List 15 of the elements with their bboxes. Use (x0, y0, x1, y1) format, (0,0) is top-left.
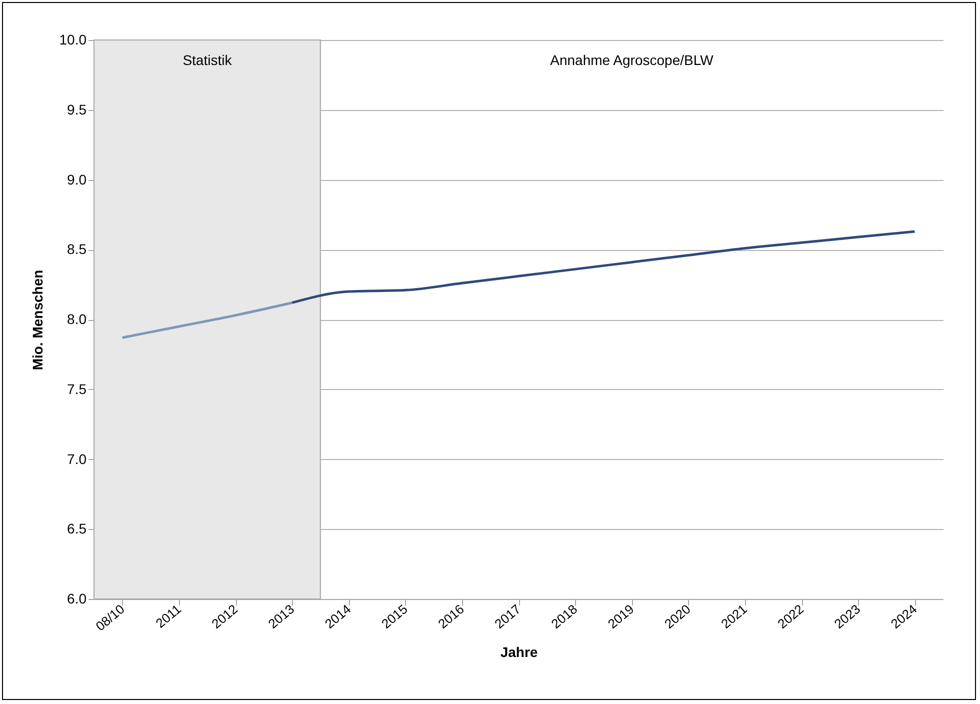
y-tick-label: 7.0 (67, 450, 87, 467)
y-tick-label: 8.5 (67, 241, 87, 258)
y-tick-label: 7.5 (67, 380, 87, 397)
y-tick-label: 10.0 (59, 32, 87, 48)
y-tick-label: 9.5 (67, 101, 87, 118)
y-tick-label: 6.5 (67, 520, 87, 537)
line-series (290, 230, 916, 304)
y-tick-label: 6.0 (67, 590, 87, 606)
line-series (121, 301, 294, 339)
y-axis-title: Mio. Menschen (29, 270, 46, 370)
y-tick-label: 9.0 (67, 171, 87, 188)
y-tick-label: 8.0 (67, 311, 87, 327)
annotation: Annahme Agroscope/BLW (550, 52, 714, 68)
x-axis-title: Jahre (500, 644, 538, 660)
band-label: Statistik (182, 52, 233, 68)
